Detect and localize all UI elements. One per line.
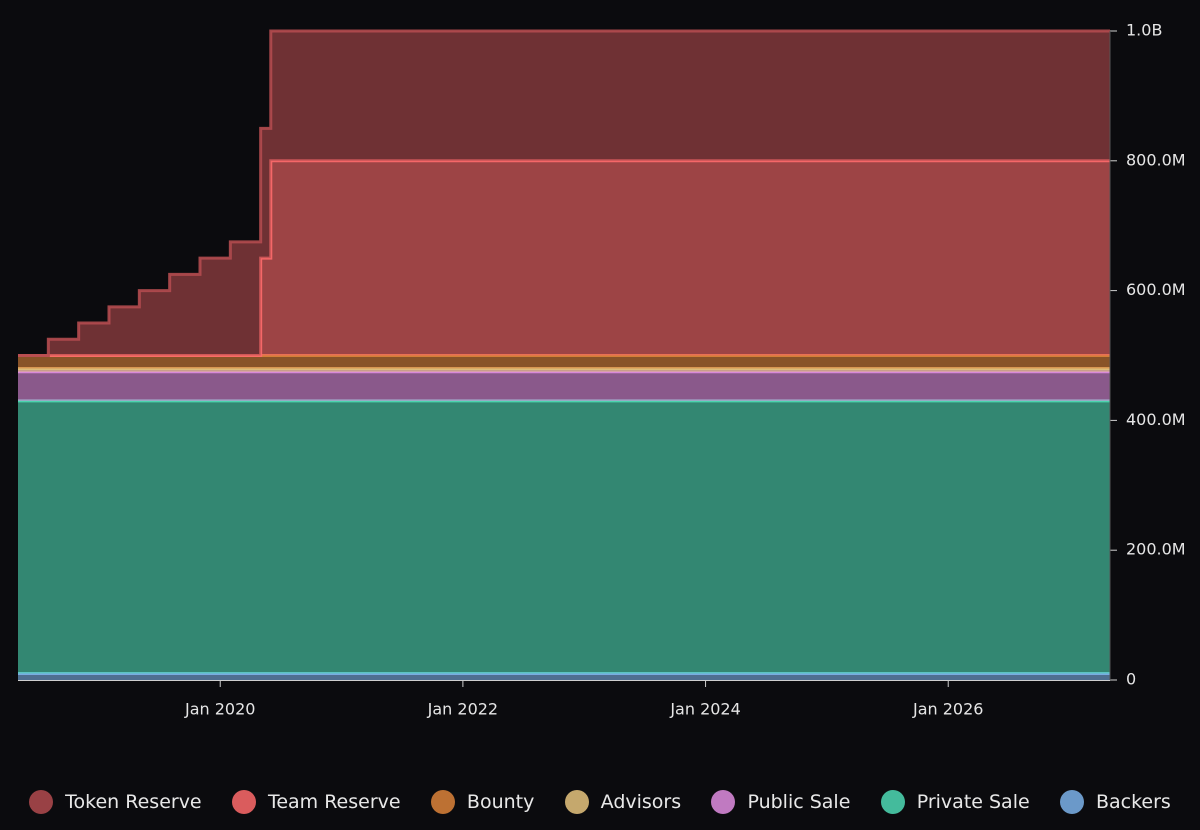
- legend-item[interactable]: Advisors: [564, 790, 682, 814]
- legend-item[interactable]: Backers: [1059, 790, 1171, 814]
- legend-label: Bounty: [466, 791, 535, 813]
- y-tick-label: 800.0M: [1126, 150, 1186, 169]
- legend-item[interactable]: Bounty: [430, 790, 535, 814]
- y-tick-label: 600.0M: [1126, 280, 1186, 299]
- series-area: [18, 160, 1110, 356]
- legend-item[interactable]: Token Reserve: [29, 790, 202, 814]
- legend: Token Reserve Team Reserve Bounty Advisors P…: [0, 784, 1200, 820]
- y-tick-label: 1.0B: [1126, 21, 1162, 40]
- legend-label: Public Sale: [747, 791, 851, 813]
- legend-swatch: [711, 790, 736, 814]
- x-tick-label: Jan 2024: [669, 700, 740, 719]
- x-tick-label: Jan 2022: [427, 700, 498, 719]
- legend-label: Token Reserve: [65, 791, 202, 813]
- legend-item[interactable]: Private Sale: [880, 790, 1030, 814]
- legend-swatch: [430, 790, 455, 814]
- series-area: [18, 400, 1110, 674]
- legend-swatch: [880, 790, 905, 814]
- y-tick-label: 200.0M: [1126, 540, 1186, 559]
- legend-item[interactable]: Team Reserve: [231, 790, 401, 814]
- series-line: [18, 29, 1110, 357]
- x-tick-label: Jan 2020: [184, 700, 255, 719]
- y-tick-label: 400.0M: [1126, 410, 1186, 429]
- legend-label: Backers: [1095, 791, 1171, 813]
- legend-item[interactable]: Public Sale: [711, 790, 850, 814]
- legend-swatch: [564, 790, 589, 814]
- legend-label: Team Reserve: [267, 791, 401, 813]
- plot-area: [18, 29, 1110, 680]
- series-area: [18, 31, 1110, 356]
- legend-label: Private Sale: [916, 791, 1030, 813]
- series-area: [18, 355, 1110, 369]
- x-tick-label: Jan 2026: [912, 700, 983, 719]
- legend-swatch: [231, 790, 256, 814]
- legend-swatch: [1059, 790, 1084, 814]
- legend-label: Advisors: [600, 791, 682, 813]
- chart: 0 200.0M 400.0M 600.0M 800.0M 1.0B Jan 2020 Jan…: [18, 21, 1186, 719]
- series-area: [18, 673, 1110, 680]
- series-area: [18, 371, 1110, 401]
- legend-swatch: [29, 790, 54, 814]
- y-tick-label: 0: [1126, 670, 1136, 689]
